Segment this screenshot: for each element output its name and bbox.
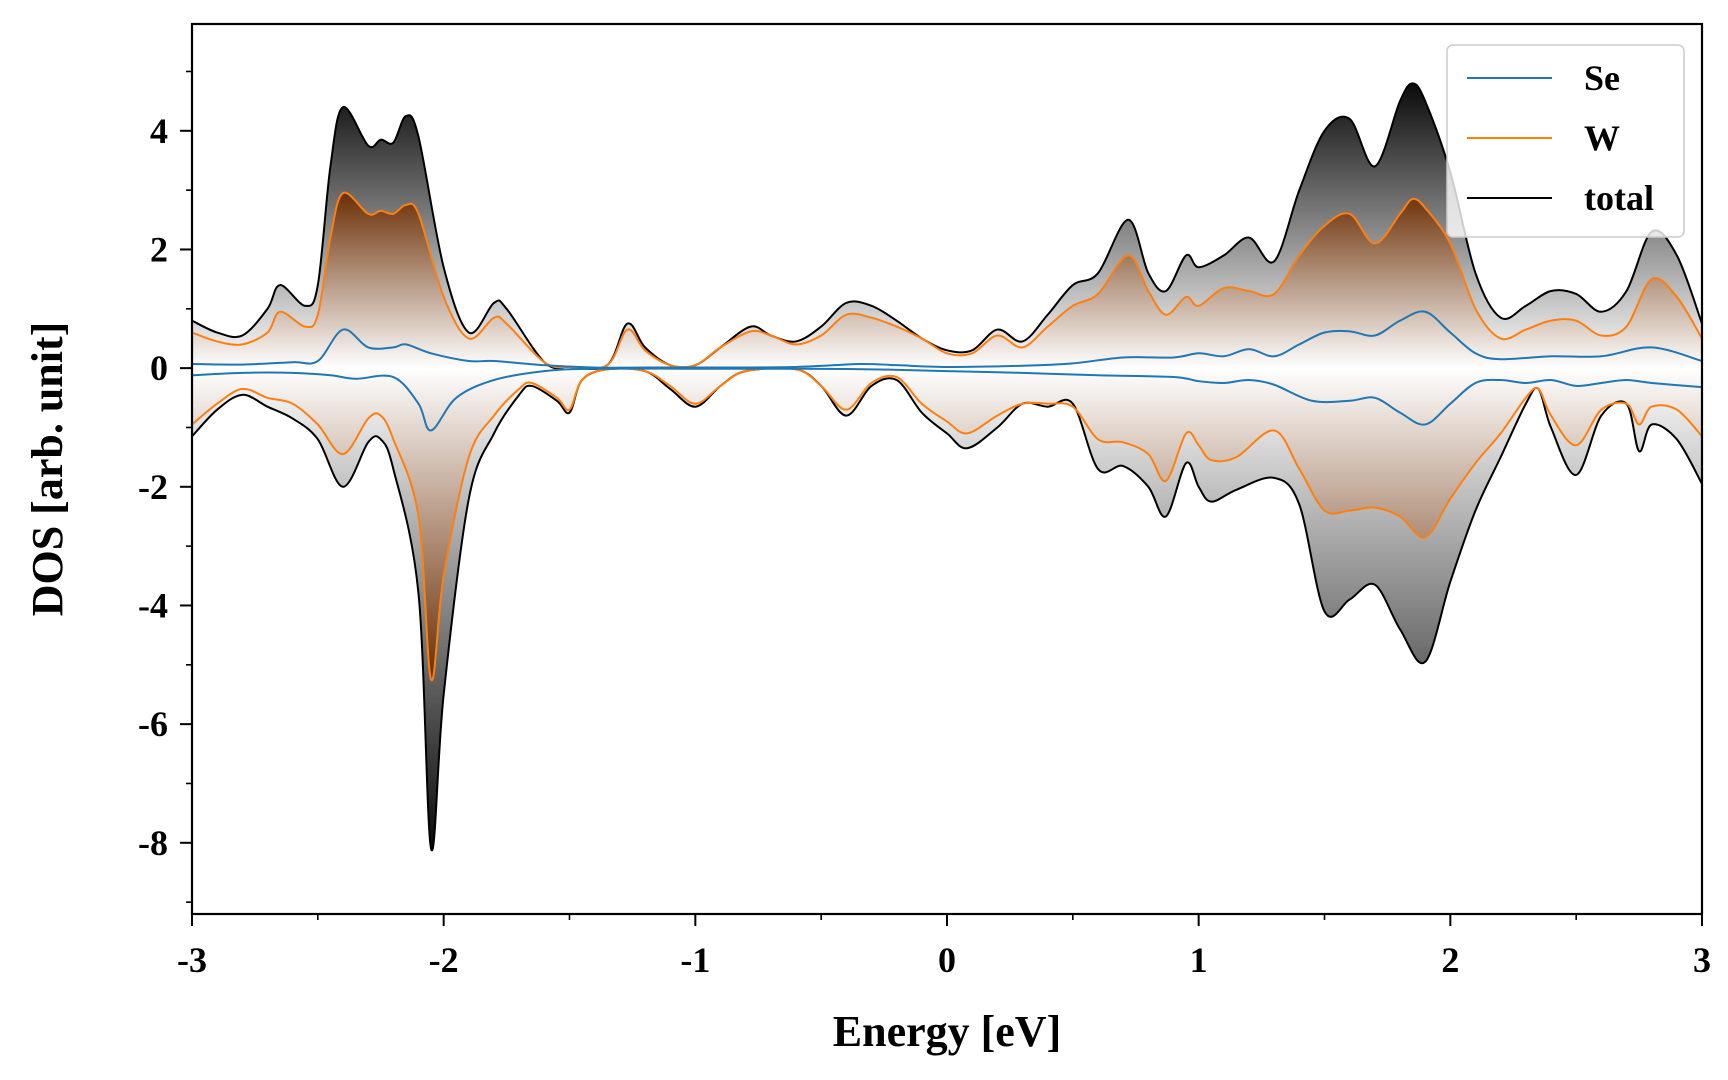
x-axis-label: Energy [eV]	[833, 1007, 1062, 1056]
dos-line-total-down	[192, 367, 1702, 852]
x-tick-label: 3	[1693, 940, 1711, 980]
x-tick-label: 1	[1190, 940, 1208, 980]
legend-label-w: W	[1584, 118, 1620, 158]
x-tick-label: -3	[177, 940, 207, 980]
y-tick-label: -6	[138, 704, 168, 744]
x-tick-label: -2	[429, 940, 459, 980]
legend-label-se: Se	[1584, 58, 1620, 98]
x-tick-label: -1	[680, 940, 710, 980]
legend-box	[1446, 44, 1685, 238]
y-tick-label: -4	[138, 585, 168, 625]
y-axis-label: DOS [arb. unit]	[23, 322, 72, 617]
x-tick-label: 2	[1441, 940, 1459, 980]
dos-line-se-up	[192, 310, 1702, 369]
y-tick-label: 0	[150, 348, 168, 388]
dos-line-se-down	[192, 367, 1702, 432]
dos-line-w-down	[192, 367, 1702, 682]
dos-fill-w-up	[192, 192, 1702, 369]
y-tick-label: 4	[150, 111, 168, 151]
dos-line-w-up	[192, 191, 1702, 370]
y-tick-label: -8	[138, 823, 168, 863]
dos-fill-w-down	[192, 368, 1702, 681]
y-tick-label: -2	[138, 467, 168, 507]
legend-label-total: total	[1584, 178, 1654, 218]
x-tick-label: 0	[938, 940, 956, 980]
y-tick-label: 2	[150, 229, 168, 269]
